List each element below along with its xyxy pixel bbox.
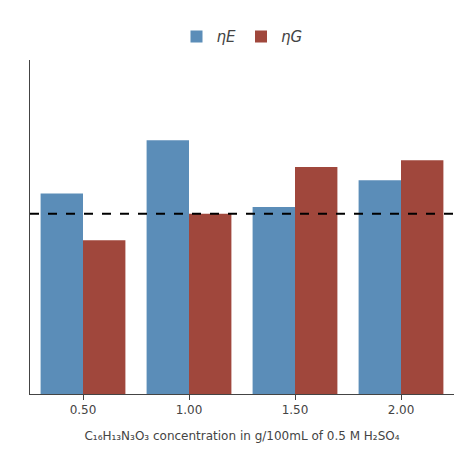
svg-text:2.00: 2.00 [388,403,415,417]
svg-text:ηG: ηG [281,28,302,46]
svg-text:ηE: ηE [217,28,237,46]
svg-text:1.00: 1.00 [176,403,203,417]
svg-text:1.50: 1.50 [282,403,309,417]
svg-text:C₁₆H₁₃N₃O₃ concentration in g/: C₁₆H₁₃N₃O₃ concentration in g/100mL of 0… [84,429,399,443]
svg-text:0.50: 0.50 [70,403,97,417]
